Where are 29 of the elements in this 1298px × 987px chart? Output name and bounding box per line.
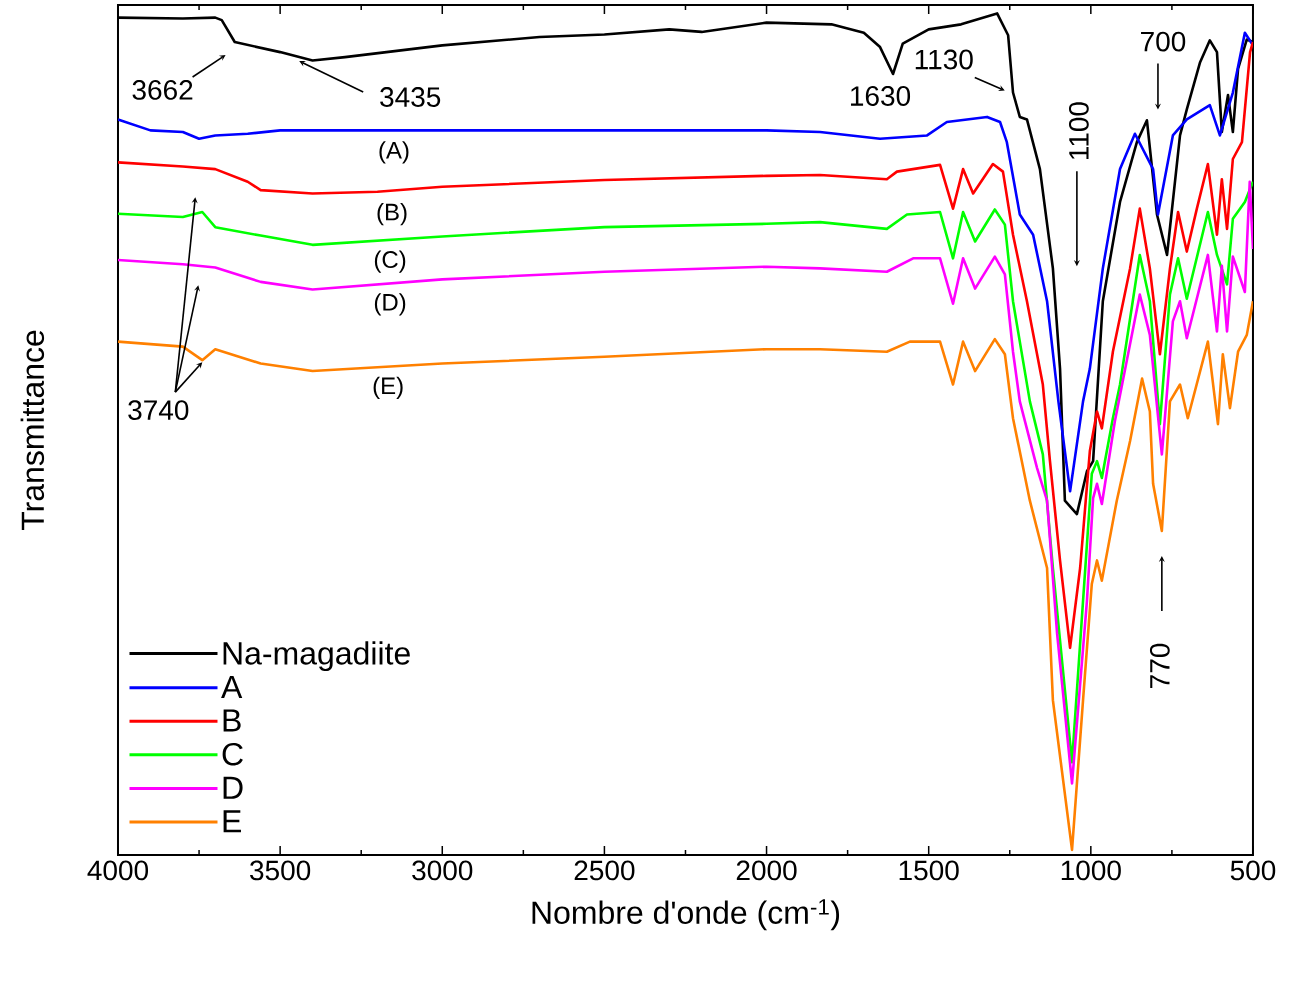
annotation: 3435 [380, 87, 441, 107]
y-axis-title: Transmittance [20, 330, 45, 531]
x-tick-label: 3500 [250, 860, 311, 881]
x-tick-label: 2000 [736, 860, 797, 881]
x-axis-title: Nombre d'onde (cm$^{-1}$) [532, 899, 840, 931]
x-tick-label: 1500 [899, 860, 959, 881]
annotation: 1630 [851, 86, 911, 106]
legend-label: B [223, 709, 241, 732]
annotation: 700 [1141, 31, 1186, 52]
annotation: (A) [379, 141, 409, 164]
annotation: (E) [373, 376, 403, 400]
annotation: 3662 [132, 80, 193, 100]
x-tick-label: 4000 [87, 860, 149, 881]
annotation: 770 [1149, 643, 1170, 688]
x-tick-label: 3000 [412, 860, 473, 881]
legend-label: Na-magadiite [223, 641, 410, 672]
legend-label: D [223, 776, 243, 799]
annotation: (C) [374, 250, 406, 273]
legend-label: E [223, 810, 241, 833]
annotation: 1130 [915, 49, 973, 70]
x-tick-label: 1000 [1061, 860, 1121, 881]
annotation: (B) [377, 202, 407, 226]
annotation: 1100 [1068, 102, 1089, 160]
legend-label: C [222, 742, 243, 766]
annotation: 3740 [128, 400, 189, 421]
legend-label: A [221, 675, 243, 698]
annotation: (D) [374, 293, 406, 316]
x-tick-label: 2500 [574, 860, 635, 881]
x-tick-label: 500 [1230, 860, 1276, 881]
